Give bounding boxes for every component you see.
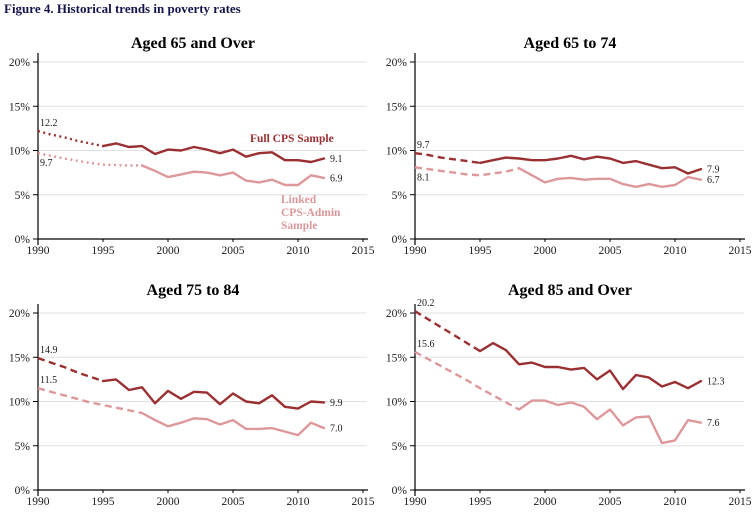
series-full_cps [101, 378, 326, 410]
end-value-label: 9.9 [330, 398, 343, 409]
series-full_cps [478, 154, 703, 175]
x-tick-label: 1990 [27, 496, 50, 508]
x-tick-label: 1990 [404, 496, 427, 508]
series-full_cps [101, 142, 326, 164]
panel-aged-75-to-84: Aged 75 to 84 0% 5% 10% 15% 20% 1990 1995 2000 2… [0, 279, 376, 513]
y-tick-label: 15% [9, 352, 31, 364]
y-tick-label: 15% [386, 101, 408, 113]
x-tick-label: 2000 [157, 496, 180, 508]
series-linked [140, 411, 326, 437]
start-value-label: 11.5 [40, 375, 57, 386]
end-value-label: 7.6 [707, 418, 720, 429]
y-tick-label: 20% [9, 57, 31, 69]
start-value-label: 8.1 [417, 172, 430, 183]
series-pre1995-full_cps [414, 310, 481, 353]
y-tick-label: 0% [392, 234, 408, 246]
x-tick-label: 2000 [534, 496, 557, 508]
series-linked [517, 399, 703, 445]
end-value-label: 6.7 [707, 175, 720, 186]
y-tick-label: 5% [392, 190, 408, 202]
legend-linked-cps-admin-sample-label: Linked CPS-Admin Sample [281, 194, 341, 232]
series-pre1995-linked [414, 350, 520, 411]
x-tick-label: 2010 [664, 245, 687, 257]
y-tick-label: 5% [392, 441, 408, 453]
x-tick-label: 1995 [469, 245, 492, 257]
panel-aged-65-and-over: Aged 65 and Over 0% 5% 10% 15% 20% 1990 1995 20… [0, 28, 376, 262]
x-tick-label: 2015 [729, 245, 752, 257]
x-tick-label: 2005 [222, 245, 245, 257]
chart-aged-85-and-over: 0% 5% 10% 15% 20% 1990 1995 2000 2005 2010 2015 20.… [386, 298, 752, 508]
y-tick-label: 0% [392, 485, 408, 497]
y-tick-label: 0% [15, 234, 31, 246]
end-value-label: 6.9 [330, 173, 343, 184]
panel-aged-85-and-over: Aged 85 and Over 0% 5% 10% 15% 20% 1990 1995 20… [377, 279, 753, 513]
x-tick-label: 1995 [469, 496, 492, 508]
panel-title: Aged 65 to 74 [523, 35, 617, 52]
x-tick-label: 2000 [157, 245, 180, 257]
y-tick-label: 15% [386, 352, 408, 364]
legend-full-cps-sample-label: Full CPS Sample [250, 133, 334, 145]
y-tick-label: 10% [386, 146, 408, 158]
panel-aged-65-to-74: Aged 65 to 74 0% 5% 10% 15% 20% 1990 1995 2000 2… [377, 28, 753, 262]
y-tick-label: 20% [386, 308, 408, 320]
start-value-label: 12.2 [40, 118, 58, 129]
series-pre1995-full_cps [414, 152, 481, 165]
x-tick-label: 2010 [664, 496, 687, 508]
panel-title: Aged 65 and Over [131, 35, 255, 52]
x-tick-label: 1995 [92, 496, 115, 508]
y-tick-label: 10% [9, 397, 31, 409]
x-tick-label: 1990 [27, 245, 50, 257]
chart-aged-75-to-84: 0% 5% 10% 15% 20% 1990 1995 2000 2005 2010 2015 14.… [9, 304, 375, 508]
x-tick-label: 2005 [599, 245, 622, 257]
start-value-label: 14.9 [40, 345, 58, 356]
chart-aged-65-to-74: 0% 5% 10% 15% 20% 1990 1995 2000 2005 2010 2015 9.7… [386, 53, 752, 257]
x-tick-label: 2010 [287, 496, 310, 508]
series-pre1995-linked [37, 387, 143, 415]
series-full_cps [478, 341, 703, 391]
series-pre1995-linked [37, 152, 142, 167]
end-value-label: 7.0 [330, 424, 343, 435]
x-tick-label: 2010 [287, 245, 310, 257]
x-tick-label: 2005 [222, 496, 245, 508]
y-tick-label: 0% [15, 485, 31, 497]
series-pre1995-linked [414, 166, 520, 177]
start-value-label: 9.7 [40, 158, 53, 169]
y-tick-label: 5% [15, 190, 31, 202]
end-value-label: 7.9 [707, 165, 720, 176]
figure-title: Figure 4. Historical trends in poverty r… [4, 1, 241, 16]
y-tick-label: 10% [9, 146, 31, 158]
x-tick-label: 2000 [534, 245, 557, 257]
start-value-label: 9.7 [417, 140, 430, 151]
start-value-label: 15.6 [417, 339, 435, 350]
y-tick-label: 5% [15, 441, 31, 453]
x-tick-label: 1995 [92, 245, 115, 257]
series-pre1995-full_cps [37, 356, 104, 383]
y-tick-label: 20% [9, 308, 31, 320]
y-tick-label: 20% [386, 57, 408, 69]
y-tick-label: 10% [386, 397, 408, 409]
x-tick-label: 2015 [352, 245, 375, 257]
x-tick-label: 2015 [729, 496, 752, 508]
end-value-label: 12.3 [707, 377, 725, 388]
x-tick-label: 2005 [599, 496, 622, 508]
chart-aged-65-and-over: 0% 5% 10% 15% 20% 1990 1995 2000 2005 2010 2015 12.… [9, 53, 375, 257]
series-linked [140, 164, 326, 187]
start-value-label: 20.2 [417, 298, 435, 309]
series-linked [517, 166, 703, 189]
x-tick-label: 1990 [404, 245, 427, 257]
y-tick-label: 15% [9, 101, 31, 113]
end-value-label: 9.1 [330, 154, 343, 165]
panel-title: Aged 85 and Over [508, 282, 632, 299]
panel-title: Aged 75 to 84 [146, 282, 240, 299]
x-tick-label: 2015 [352, 496, 375, 508]
series-pre1995-full_cps [37, 129, 104, 148]
